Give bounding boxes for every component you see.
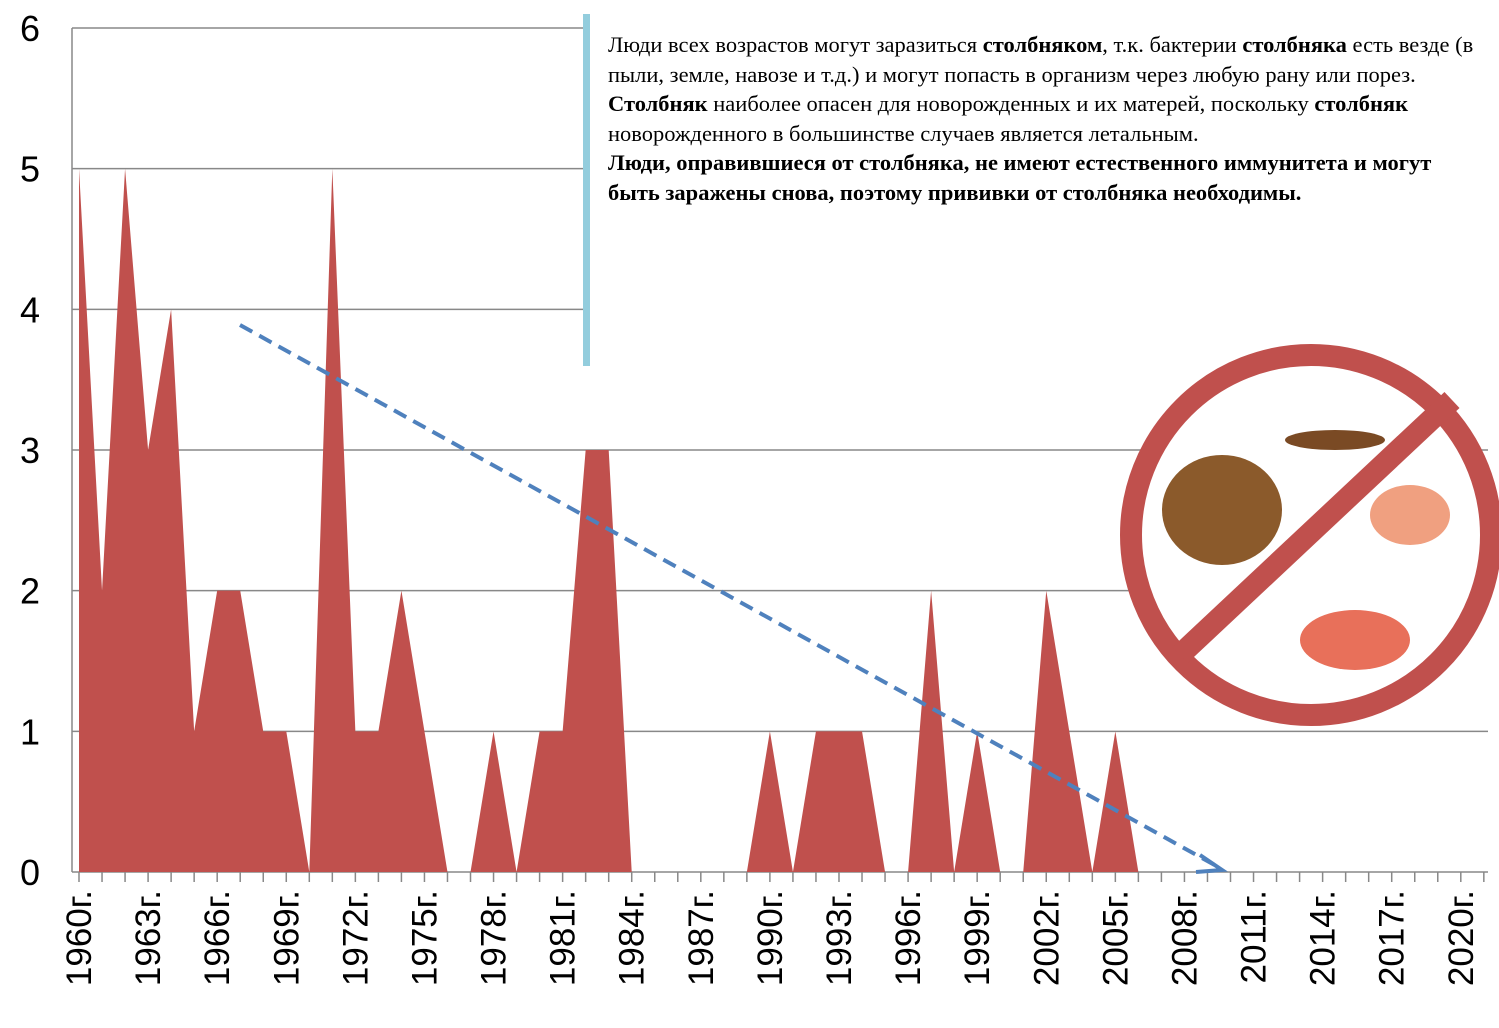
x-tick-label: 2014г.: [1304, 890, 1343, 986]
x-tick-label: 2008г.: [1165, 890, 1204, 986]
x-tick-label: 1993г.: [820, 890, 859, 986]
y-tick-label: 3: [20, 430, 40, 471]
text: , т.к. бактерии: [1102, 32, 1242, 57]
bold-text: столбняком: [983, 32, 1103, 57]
x-tick-label: 1984г.: [613, 890, 652, 986]
text: наиболее опасен для новорожденных и их м…: [708, 91, 1315, 116]
paragraph: Люди всех возрастов могут заразиться сто…: [608, 30, 1488, 89]
bold-text: Столбняк: [608, 91, 708, 116]
x-tick-label: 1963г.: [129, 890, 168, 986]
x-tick-label: 1996г.: [889, 890, 928, 986]
annotation: Люди всех возрастов могут заразиться сто…: [583, 14, 1488, 366]
x-tick-label: 1978г.: [475, 890, 514, 986]
x-tick-label: 1960г.: [60, 890, 99, 986]
x-tick-label: 2017г.: [1373, 890, 1412, 986]
x-tick-label: 1981г.: [544, 890, 583, 986]
y-tick-label: 0: [20, 852, 40, 893]
bold-text: столбняка: [1242, 32, 1347, 57]
bold-text: столбняк: [1314, 91, 1408, 116]
paragraph: Столбняк наиболее опасен для новорожденн…: [608, 89, 1488, 148]
x-tick-label: 1990г.: [751, 890, 790, 986]
x-tick-label: 2011г.: [1235, 890, 1274, 983]
x-tick-label: 1987г.: [682, 890, 721, 986]
trend-arrow-head: [1196, 855, 1222, 872]
x-tick-label: 2002г.: [1027, 890, 1066, 986]
x-tick-label: 1975г.: [405, 890, 444, 986]
y-tick-label: 6: [20, 8, 40, 49]
x-tick-label: 1966г.: [198, 890, 237, 986]
x-tick-label: 1972г.: [336, 890, 375, 986]
x-tick-label: 1999г.: [958, 890, 997, 986]
text: новорожденного в большинстве случаев явл…: [608, 121, 1199, 146]
y-tick-label: 1: [20, 711, 40, 752]
x-tick-label: 2020г.: [1442, 890, 1481, 986]
y-tick-label: 2: [20, 571, 40, 612]
page: 0 1 2 3 4 5 6 1960г. 1963г. 1966г. 1969г. 1972г. 197…: [0, 0, 1499, 1028]
bold-text: Люди, оправившиеся от столбняка, не имею…: [608, 150, 1431, 205]
paragraph: Люди, оправившиеся от столбняка, не имею…: [608, 148, 1488, 207]
y-tick-label: 4: [20, 289, 40, 330]
text: Люди всех возрастов могут заразиться: [608, 32, 983, 57]
x-tick-label: 2005г.: [1096, 890, 1135, 986]
x-tick-label: 1969г.: [267, 890, 306, 986]
y-tick-label: 5: [20, 149, 40, 190]
